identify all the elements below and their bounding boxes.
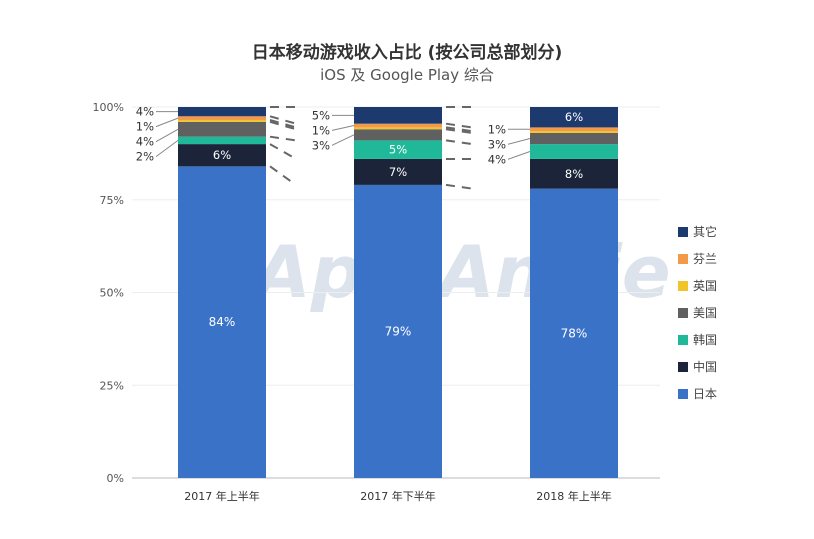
leader-line [331, 134, 355, 146]
data-label: 5% [389, 143, 407, 157]
data-label: 6% [213, 148, 231, 162]
bar-segment [354, 127, 442, 130]
x-tick-label: 2017 年上半年 [184, 489, 260, 503]
data-label: 5% [312, 108, 330, 122]
legend-swatch [678, 253, 688, 264]
legend-label: 日本 [693, 387, 718, 401]
chart-title: 日本移动游戏收入占比 (按公司总部划分) [251, 43, 563, 63]
legend-item: 芬兰 [678, 245, 717, 272]
connector-line [269, 115, 297, 125]
legend-item: 英国 [678, 272, 717, 299]
legend-swatch [678, 280, 688, 291]
connector-line [445, 126, 473, 133]
bar-segment [530, 107, 618, 128]
y-tick-label: 75% [100, 194, 124, 207]
bar-segment [354, 107, 442, 124]
bar-segment [178, 116, 266, 120]
data-label: 1% [488, 122, 506, 136]
y-tick-label: 100% [93, 101, 124, 114]
legend-swatch [678, 388, 688, 399]
connector-line [269, 119, 297, 129]
legend-swatch [678, 307, 688, 318]
y-tick-label: 0% [107, 472, 124, 485]
bar-segment [178, 136, 266, 145]
bar-segment [354, 129, 442, 141]
legend-label: 芬兰 [693, 252, 718, 266]
legend-swatch [678, 334, 688, 345]
connector-line [445, 183, 473, 190]
bar-segment [354, 140, 442, 159]
bar-segment [354, 158, 442, 185]
bar-segment [178, 119, 266, 122]
legend-item: 韩国 [678, 326, 717, 353]
x-tick-label: 2017 年下半年 [360, 489, 436, 503]
data-label: 8% [565, 167, 583, 181]
bar-segment [530, 158, 618, 189]
leader-line [155, 117, 179, 128]
legend-item: 中国 [678, 353, 717, 380]
legend-label: 其它 [693, 225, 718, 239]
bar-segment [178, 121, 266, 137]
data-label: 4% [488, 152, 506, 166]
bar-segment [178, 166, 266, 479]
leader-line [155, 128, 179, 143]
connector-line [445, 139, 473, 146]
data-label: 3% [312, 138, 330, 152]
legend-swatch [678, 226, 688, 237]
data-label: 1% [312, 123, 330, 137]
legend-label: 中国 [693, 360, 718, 374]
data-label: 4% [136, 135, 154, 149]
leader-line [331, 125, 355, 131]
legend-label: 英国 [693, 279, 718, 293]
bar-segment [530, 127, 618, 132]
data-label: 3% [488, 137, 506, 151]
legend-swatch [678, 361, 688, 372]
x-tick-label: 2018 年上半年 [536, 489, 612, 503]
y-tick-label: 25% [100, 379, 124, 392]
legend-item: 美国 [678, 299, 717, 326]
bar-segment [354, 123, 442, 128]
data-label: 84% [209, 315, 236, 329]
legend-label: 韩国 [693, 333, 718, 347]
connector-line [445, 122, 473, 129]
leader-line [507, 138, 531, 145]
connector-line [269, 135, 297, 142]
data-label: 7% [389, 165, 407, 179]
bar-segment [530, 188, 618, 478]
connector-line [269, 165, 297, 186]
legend-item: 其它 [678, 218, 717, 245]
bar-segment [354, 184, 442, 478]
leader-line [507, 151, 531, 160]
chart-subtitle: iOS 及 Google Play 综合 [320, 66, 494, 84]
data-label: 6% [565, 110, 583, 124]
connector-line [269, 143, 297, 160]
y-tick-label: 50% [100, 287, 124, 300]
legend: 其它芬兰英国美国韩国中国日本 [678, 218, 717, 407]
data-label: 4% [136, 105, 154, 119]
bar-segment [178, 144, 266, 167]
data-label: 78% [561, 326, 588, 340]
data-label: 2% [136, 150, 154, 164]
bar-segment [530, 144, 618, 159]
leader-line [155, 139, 179, 158]
bar-segment [178, 107, 266, 117]
connector-line [445, 128, 473, 134]
data-label: 1% [136, 120, 154, 134]
legend-label: 美国 [693, 306, 718, 320]
bar-segment [530, 132, 618, 145]
bar-segment [530, 131, 618, 133]
connector-line [269, 120, 297, 131]
data-label: 79% [385, 324, 412, 338]
legend-item: 日本 [678, 380, 717, 407]
